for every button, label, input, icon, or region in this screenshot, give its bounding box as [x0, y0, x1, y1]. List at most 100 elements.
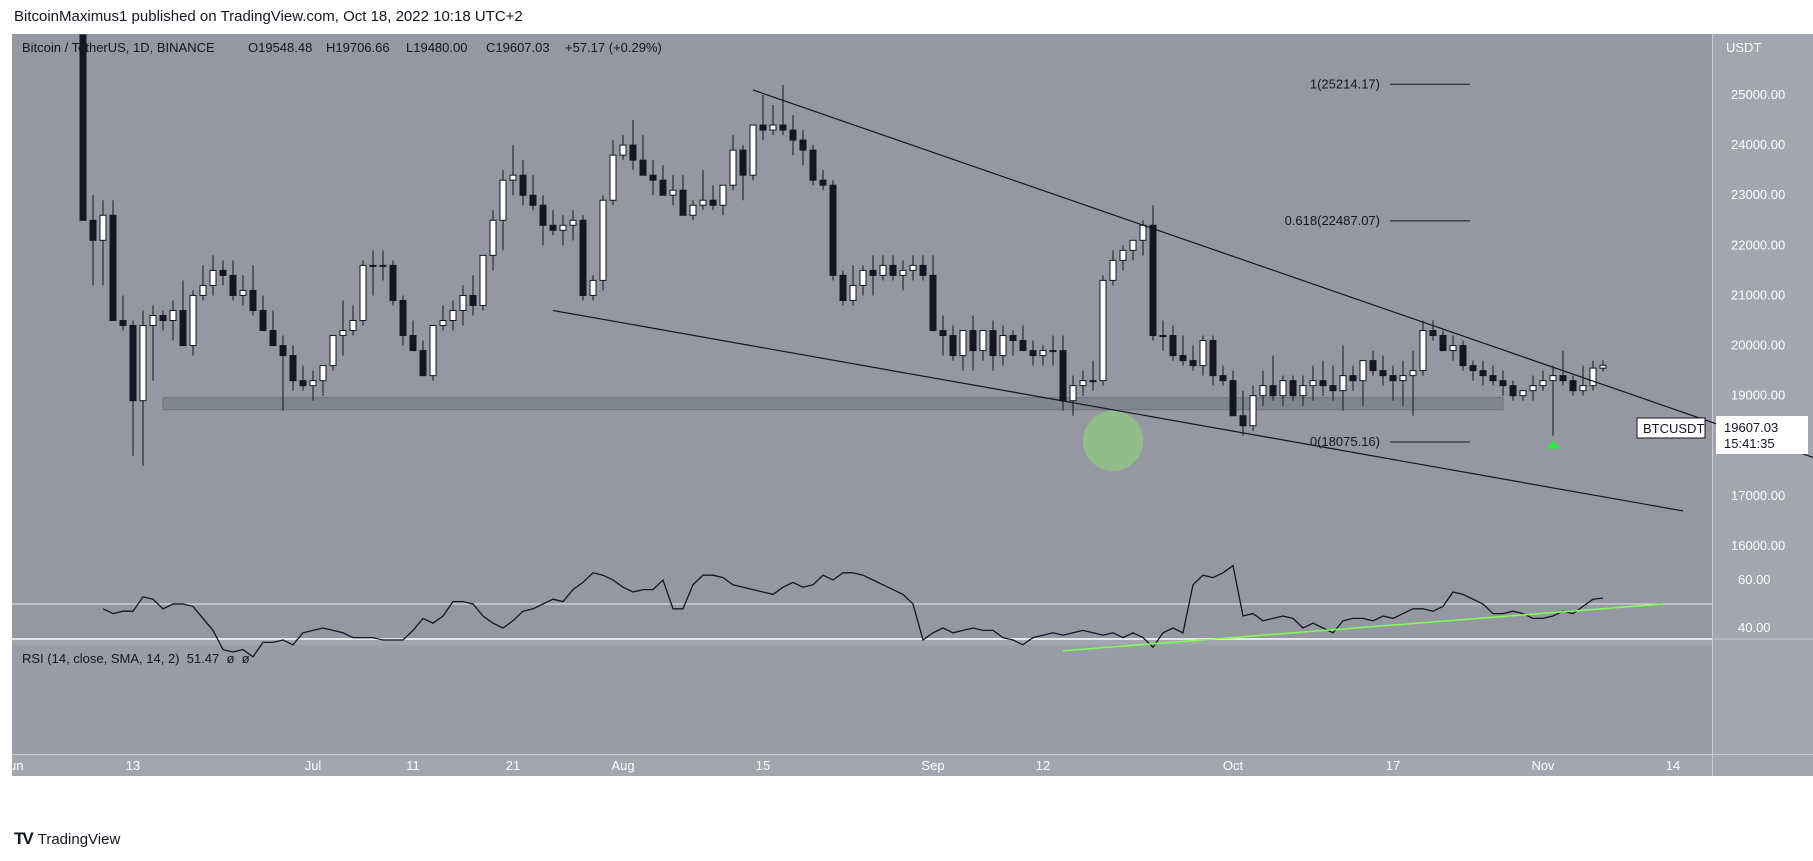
candle-body — [1209, 340, 1217, 377]
candle-body — [599, 199, 607, 281]
candle-body — [989, 330, 997, 357]
candle-body — [219, 269, 227, 276]
candle-body — [1379, 370, 1387, 377]
price-tick-label: 20000.00 — [1731, 338, 1785, 353]
candle-body — [409, 335, 417, 352]
candle-body — [1299, 385, 1307, 397]
candle-body — [1169, 335, 1177, 357]
candle-body — [129, 325, 137, 402]
candle-body — [939, 330, 947, 337]
candle-body — [1439, 335, 1447, 352]
candle-body — [1019, 340, 1027, 352]
last-price-tag — [1716, 416, 1808, 454]
candle-body — [739, 149, 747, 176]
candle-body — [459, 294, 467, 311]
candle-body — [449, 309, 457, 322]
candle-body — [909, 264, 917, 271]
candle-body — [1139, 224, 1147, 241]
candle-body — [1549, 375, 1557, 382]
candle-body — [379, 264, 387, 267]
candle-body — [1509, 385, 1517, 397]
candle-body — [929, 274, 937, 332]
support-zone — [162, 397, 1504, 411]
candle-body — [559, 224, 567, 231]
symbol-price-tag — [1636, 417, 1706, 439]
candle-body — [949, 335, 957, 357]
candle-body — [429, 325, 437, 377]
ohlc-change: +57.17 (+0.29%) — [565, 40, 662, 55]
symbol-tag-label: BTCUSDT — [1643, 421, 1704, 436]
candle-body — [139, 325, 147, 402]
candle-body — [529, 194, 537, 206]
time-tick-label: 15 — [756, 758, 770, 773]
price-tick-label: 21000.00 — [1731, 287, 1785, 302]
candle-body — [359, 264, 367, 321]
tradingview-footer[interactable]: TV TradingView — [14, 829, 120, 849]
time-tick-label: 12 — [1036, 758, 1050, 773]
time-axis-bg — [12, 754, 1712, 776]
candle-body — [1189, 360, 1197, 367]
candle-body — [289, 355, 297, 382]
candle-body — [889, 264, 897, 276]
candle-body — [79, 34, 87, 221]
candle-body — [869, 269, 877, 276]
candle-body — [719, 184, 727, 206]
candle-body — [669, 189, 677, 196]
candle-body — [1409, 370, 1417, 377]
candle-body — [839, 274, 847, 301]
candle-body — [1129, 239, 1137, 251]
candle-body — [199, 284, 207, 296]
candle-body — [229, 274, 237, 296]
candle-body — [749, 124, 757, 176]
candle-body — [1359, 360, 1367, 382]
candle-body — [779, 124, 787, 131]
time-tick-label: 14 — [1666, 758, 1680, 773]
candle-body — [759, 124, 767, 131]
candle-body — [1279, 380, 1287, 397]
candle-body — [479, 254, 487, 306]
candle-body — [539, 204, 547, 226]
candle-body — [1389, 375, 1397, 382]
bar-countdown: 15:41:35 — [1724, 436, 1775, 451]
candle-body — [389, 264, 397, 301]
candle-body — [849, 284, 857, 301]
candle-body — [579, 219, 587, 296]
candle-body — [1519, 390, 1527, 397]
candle-body — [1039, 350, 1047, 357]
candle-body — [919, 264, 927, 276]
candle-body — [1309, 380, 1317, 387]
candle-body — [1419, 330, 1427, 372]
candle-body — [369, 264, 377, 267]
candle-body — [619, 144, 627, 156]
time-tick-label: Aug — [611, 758, 634, 773]
price-chart-svg[interactable]: 1(25214.17) 0.618(22487.07) 0(18075.16) 16… — [12, 34, 1813, 818]
candle-body — [639, 159, 647, 176]
candle-body — [879, 264, 887, 276]
candle-body — [499, 179, 507, 221]
time-tick-label: Nov — [1531, 758, 1555, 773]
candle-body — [1369, 360, 1377, 372]
candle-body — [309, 380, 317, 387]
time-tick-label: 13 — [126, 758, 140, 773]
candle-body — [1269, 385, 1277, 397]
candle-body — [1179, 355, 1187, 362]
rsi-lower-band — [12, 644, 1712, 754]
candle-body — [1049, 350, 1057, 353]
candle-body — [1149, 224, 1157, 337]
candle-body — [709, 199, 717, 206]
candle-body — [659, 179, 667, 196]
candle-body — [1479, 370, 1487, 377]
candle-body — [1589, 367, 1597, 387]
candle-body — [859, 269, 867, 286]
candle-body — [1259, 385, 1267, 397]
price-tick-label: 17000.00 — [1731, 488, 1785, 503]
candle-body — [1289, 380, 1297, 397]
chart-container[interactable]: 1(25214.17) 0.618(22487.07) 0(18075.16) 16… — [12, 34, 1813, 818]
candle-body — [519, 174, 527, 196]
rsi-layer — [12, 564, 1712, 754]
candle-body — [1109, 259, 1117, 281]
candle-body — [239, 289, 247, 296]
ohlc-open: O19548.48 — [248, 40, 312, 55]
candle-body — [1029, 350, 1037, 357]
candle-body — [399, 299, 407, 337]
